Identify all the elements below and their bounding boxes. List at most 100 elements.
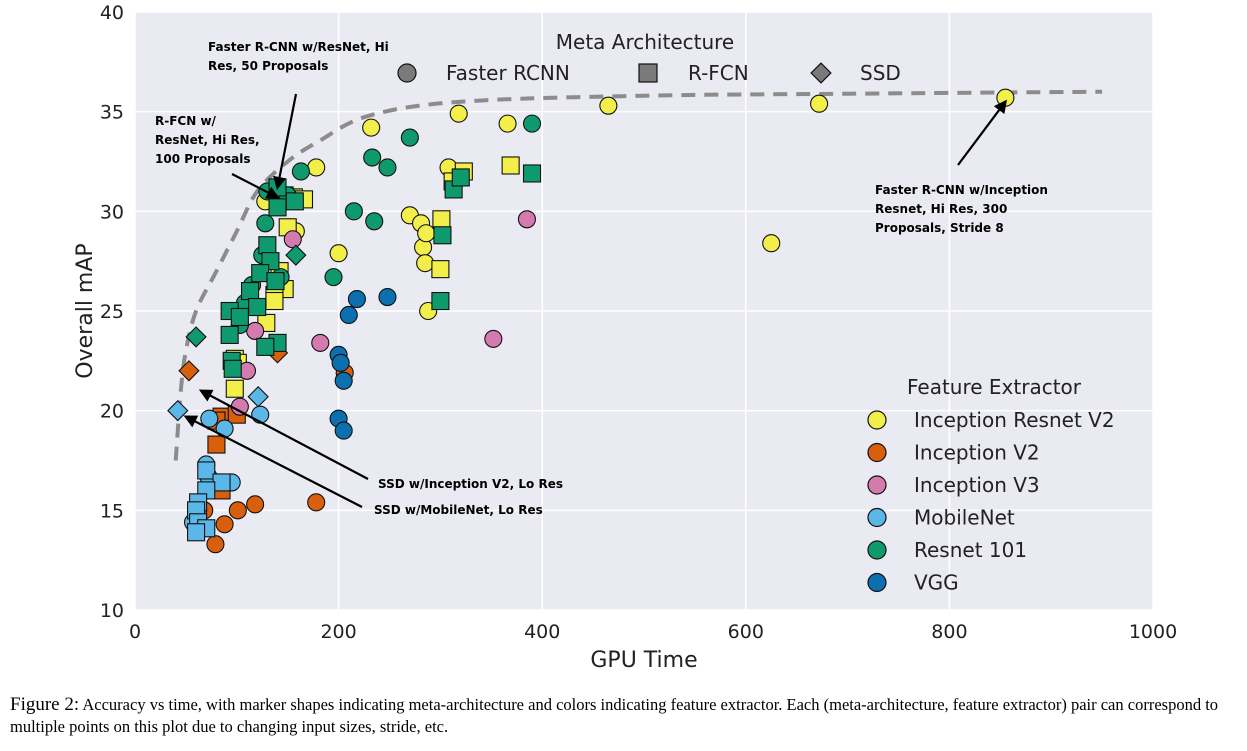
- point-mobilenet-square: [187, 523, 206, 542]
- point-inception-v3-circle: [246, 321, 265, 340]
- point-resnet-101-circle: [363, 148, 382, 167]
- legend-feature-extractor: Feature Extractor Inception Resnet V2 Inc…: [867, 375, 1115, 595]
- legend-label-vgg: VGG: [914, 571, 959, 595]
- point-resnet-101-square: [431, 291, 450, 311]
- point-resnet-101-square: [433, 226, 452, 245]
- point-resnet-101-square: [230, 307, 249, 327]
- legend-feature-title: Feature Extractor: [907, 375, 1082, 399]
- point-mobilenet-diamond: [167, 399, 189, 422]
- point-inception-resnet-v2-circle: [362, 118, 381, 137]
- annotation-arrow: [183, 415, 363, 508]
- point-inception-v2-circle: [246, 495, 265, 514]
- legend-square-marker: [638, 63, 658, 83]
- legend-swatch-inception-v2: [867, 442, 887, 463]
- point-inception-resnet-v2-circle: [498, 114, 517, 133]
- point-inception-resnet-v2-square: [431, 260, 450, 279]
- annotation-text: Res, 50 Proposals: [208, 59, 328, 73]
- point-resnet-101-diamond: [185, 326, 207, 348]
- point-mobilenet-circle: [200, 409, 219, 428]
- annotation-text: Resnet, Hi Res, 300: [875, 202, 1007, 216]
- legend-label-mobilenet: MobileNet: [914, 506, 1015, 530]
- y-tick-label: 35: [100, 102, 124, 124]
- point-inception-v3-circle: [311, 333, 330, 352]
- point-resnet-101-square: [451, 168, 470, 187]
- point-inception-v2-square: [207, 435, 226, 454]
- legend-circle-marker: [397, 63, 417, 83]
- point-resnet-101-circle: [256, 214, 275, 233]
- point-resnet-101-square: [240, 282, 260, 301]
- point-inception-resnet-v2-square: [225, 379, 244, 398]
- point-resnet-101-circle: [522, 114, 542, 133]
- x-tick-label: 200: [320, 621, 356, 643]
- legend-swatch-inception-v3: [867, 475, 887, 495]
- point-resnet-101-circle: [291, 162, 310, 181]
- legend-swatch-inception-resnet-v2: [867, 410, 887, 430]
- annotations: Faster R-CNN w/ResNet, Hi Res, 50 Proposa…: [155, 40, 1048, 517]
- point-inception-resnet-v2-square: [501, 156, 520, 175]
- x-tick-label: 600: [728, 621, 764, 643]
- annotation-text: SSD w/Inception V2, Lo Res: [378, 477, 563, 491]
- point-resnet-101-square: [258, 236, 277, 255]
- point-resnet-101-square: [256, 337, 275, 356]
- point-vgg-circle: [339, 305, 358, 325]
- point-inception-resnet-v2-circle: [762, 234, 781, 253]
- caption-lead: Figure 2:: [10, 694, 80, 715]
- point-inception-v2-circle: [206, 535, 225, 554]
- tick-labels: 0 200 400 600 800 1000 10 15 20 25 30 35 40: [100, 2, 1177, 643]
- point-inception-resnet-v2-circle: [416, 254, 435, 273]
- annotation-text: Faster R-CNN w/Inception: [875, 183, 1048, 197]
- annotation-arrow: [957, 99, 1007, 166]
- x-tick-label: 1000: [1129, 621, 1177, 643]
- annotation-text: SSD w/MobileNet, Lo Res: [374, 503, 543, 517]
- point-mobilenet-square: [212, 473, 231, 492]
- legend-faster-rcnn: Faster RCNN: [446, 61, 570, 85]
- y-tick-label: 30: [100, 201, 124, 223]
- point-inception-resnet-v2-circle: [449, 104, 468, 123]
- x-tick-label: 800: [931, 621, 967, 643]
- x-tick-label: 400: [524, 621, 560, 643]
- annotation-text: 100 Proposals: [155, 152, 251, 166]
- annotation-text: ResNet, Hi Res,: [155, 133, 260, 147]
- x-tick-label: 0: [129, 621, 141, 643]
- legend-label-inception-v2: Inception V2: [914, 441, 1040, 465]
- legend-label-inception-v3: Inception V3: [914, 473, 1040, 497]
- legend-ssd: SSD: [860, 61, 901, 85]
- point-resnet-101-square: [223, 359, 242, 378]
- point-resnet-101-circle: [324, 268, 343, 287]
- grid: [134, 11, 1154, 611]
- point-inception-v2-circle: [215, 515, 234, 534]
- point-resnet-101-circle: [400, 128, 419, 147]
- point-mobilenet-circle: [251, 405, 270, 424]
- point-resnet-101-square: [266, 272, 285, 291]
- legend-meta-title: Meta Architecture: [556, 30, 734, 54]
- point-resnet-101-circle: [378, 158, 397, 177]
- point-vgg-circle: [378, 287, 397, 307]
- legend-swatch-resnet-101: [867, 540, 887, 560]
- annotation-arrow: [273, 93, 298, 191]
- legend-meta-architecture: Meta Architecture Faster RCNN R-FCN SSD: [397, 30, 901, 85]
- point-resnet-101-square: [285, 192, 304, 211]
- y-tick-label: 10: [100, 600, 124, 622]
- legend-label-inception-resnet-v2: Inception Resnet V2: [914, 408, 1115, 432]
- annotation-arrow: [231, 173, 280, 199]
- figure-caption: Figure 2: Accuracy vs time, with marker …: [10, 694, 1242, 738]
- point-resnet-101-circle: [344, 202, 363, 221]
- point-resnet-101-square: [251, 264, 270, 283]
- legend-swatch-vgg: [867, 572, 887, 593]
- point-mobilenet-diamond: [247, 386, 269, 408]
- annotation-text: R-FCN w/: [155, 114, 217, 128]
- annotation-text: Proposals, Stride 8: [875, 221, 1004, 235]
- point-resnet-101-diamond: [285, 244, 307, 266]
- point-vgg-circle: [347, 289, 366, 309]
- point-inception-v2-circle: [307, 493, 326, 512]
- point-inception-resnet-v2-circle: [599, 96, 618, 115]
- point-vgg-circle: [331, 353, 350, 372]
- y-axis-label: Overall mAP: [73, 243, 98, 378]
- legend-swatch-mobilenet: [867, 507, 887, 528]
- annotation-arrow: [198, 389, 369, 480]
- point-inception-v3-circle: [484, 329, 503, 348]
- caption-text: Accuracy vs time, with marker shapes ind…: [10, 695, 1219, 736]
- legend-diamond-marker: [810, 62, 832, 84]
- y-tick-label: 15: [100, 500, 124, 522]
- point-inception-resnet-v2-square: [265, 291, 284, 311]
